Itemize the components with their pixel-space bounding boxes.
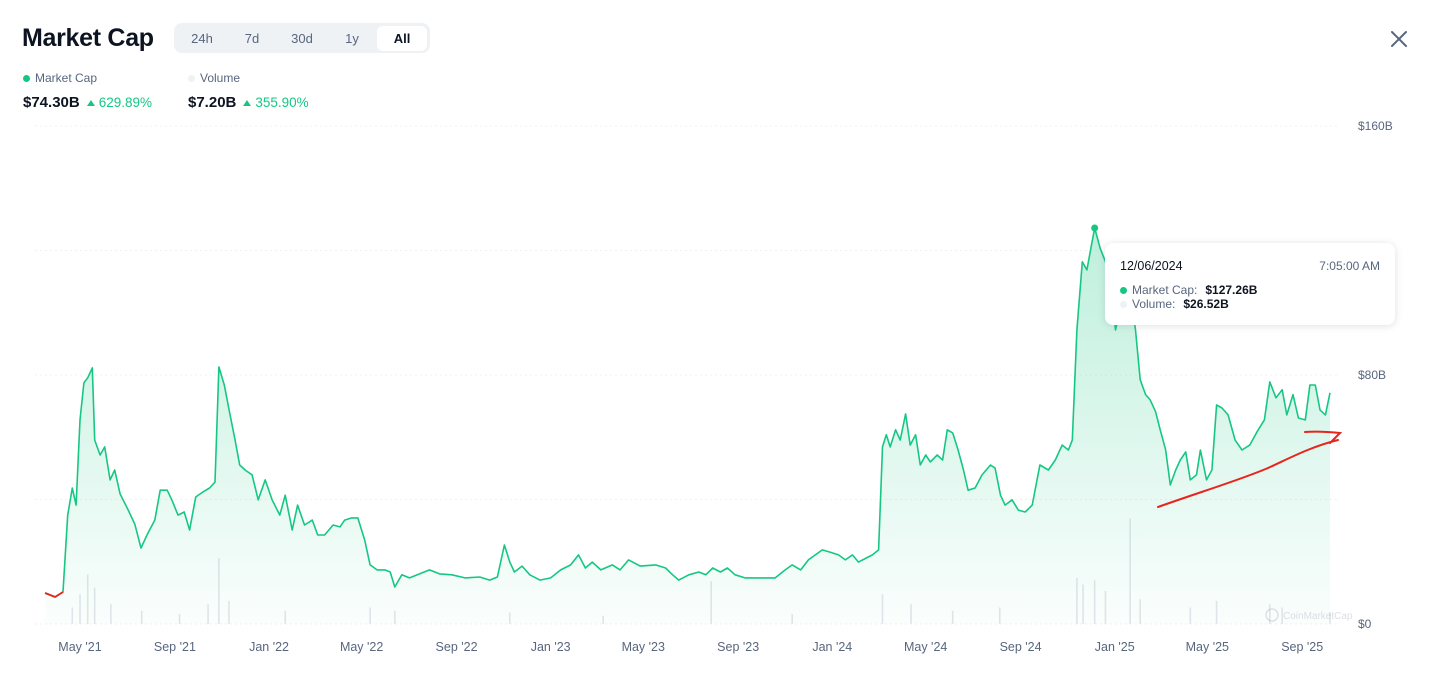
x-tick-label: May '25 bbox=[1186, 640, 1229, 654]
watermark-text: CoinMarketCap bbox=[1283, 611, 1353, 622]
market-cap-line bbox=[45, 227, 1331, 598]
x-tick-label: Sep '24 bbox=[1000, 640, 1042, 654]
page-title: Market Cap bbox=[22, 24, 154, 52]
x-tick-label: Jan '22 bbox=[249, 640, 289, 654]
chart-tooltip: 12/06/2024 7:05:00 AM Market Cap: $127.2… bbox=[1105, 243, 1395, 325]
x-tick-label: Jan '25 bbox=[1095, 640, 1135, 654]
legend-market-cap[interactable]: Market Cap bbox=[23, 71, 97, 85]
x-tick-label: Jan '23 bbox=[531, 640, 571, 654]
time-range-selector: 24h 7d 30d 1y All bbox=[174, 23, 430, 53]
x-tick-label: May '21 bbox=[58, 640, 101, 654]
tooltip-time: 7:05:00 AM bbox=[1319, 259, 1380, 273]
volume-value: $7.20B bbox=[188, 94, 237, 111]
y-tick-label: $0 bbox=[1358, 617, 1372, 631]
market-cap-stat: $74.30B 629.89% bbox=[23, 94, 152, 111]
close-icon[interactable] bbox=[1388, 28, 1410, 50]
market-cap-dot-icon bbox=[23, 74, 30, 82]
y-tick-label: $160B bbox=[1358, 119, 1393, 133]
tooltip-volume-label: Volume: bbox=[1132, 297, 1176, 311]
legend-label: Market Cap bbox=[35, 71, 98, 85]
volume-dot-icon bbox=[188, 74, 195, 82]
tooltip-volume-value: $26.52B bbox=[1183, 297, 1229, 311]
caret-up-icon bbox=[243, 100, 252, 106]
volume-stat: $7.20B 355.90% bbox=[188, 94, 309, 111]
caret-up-icon bbox=[86, 100, 95, 106]
x-tick-label: Sep '21 bbox=[154, 640, 196, 654]
market-cap-area bbox=[45, 228, 1330, 624]
tooltip-date: 12/06/2024 bbox=[1120, 259, 1183, 273]
tooltip-market-cap-label: Market Cap: bbox=[1132, 283, 1198, 297]
tooltip-market-cap-value: $127.26B bbox=[1205, 283, 1258, 297]
range-30d[interactable]: 30d bbox=[277, 26, 327, 51]
legend-volume[interactable]: Volume bbox=[188, 71, 240, 85]
highlight-point bbox=[1091, 224, 1099, 232]
volume-dot-icon bbox=[1120, 300, 1127, 308]
range-all[interactable]: All bbox=[377, 25, 427, 51]
range-1y[interactable]: 1y bbox=[327, 26, 377, 51]
hand-drawn-arrow-annotation bbox=[1157, 430, 1343, 508]
hand-drawn-start-annotation bbox=[44, 591, 64, 599]
x-tick-label: Sep '23 bbox=[717, 640, 759, 654]
x-tick-label: May '22 bbox=[340, 640, 383, 654]
market-cap-dot-icon bbox=[1120, 286, 1127, 294]
watermark-logo: CoinMarketCap bbox=[1265, 608, 1353, 622]
x-tick-label: May '23 bbox=[622, 640, 665, 654]
market-cap-value: $74.30B bbox=[23, 94, 80, 111]
y-tick-label: $80B bbox=[1358, 368, 1386, 382]
market-cap-change: 629.89% bbox=[98, 95, 153, 110]
range-7d[interactable]: 7d bbox=[227, 26, 277, 51]
x-tick-label: May '24 bbox=[904, 640, 947, 654]
x-tick-label: Jan '24 bbox=[812, 640, 852, 654]
x-tick-label: Sep '25 bbox=[1281, 640, 1323, 654]
volume-change: 355.90% bbox=[255, 95, 309, 110]
range-24h[interactable]: 24h bbox=[177, 26, 227, 51]
legend-label: Volume bbox=[200, 71, 241, 85]
x-tick-label: Sep '22 bbox=[436, 640, 478, 654]
